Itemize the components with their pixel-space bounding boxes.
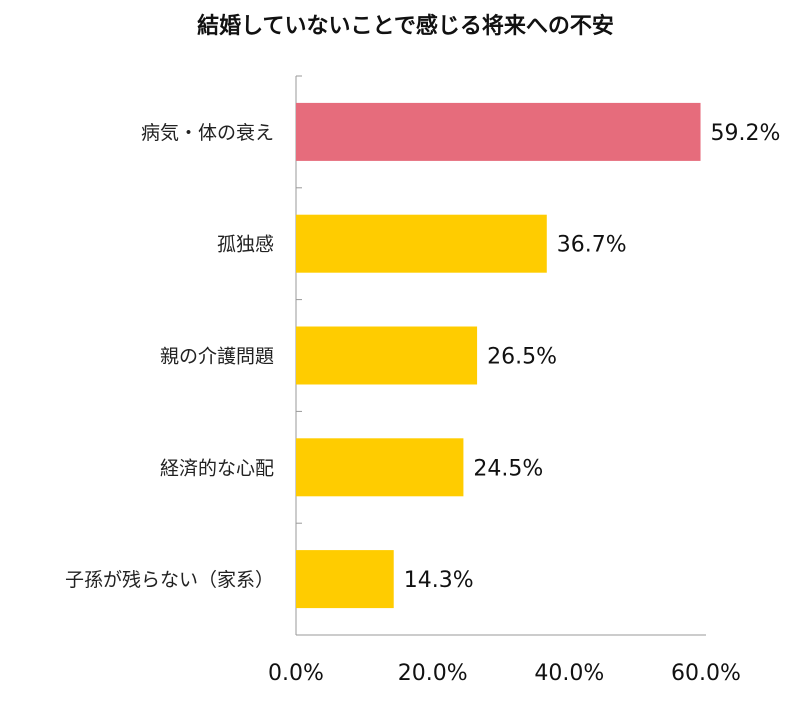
category-label: 親の介護問題 [160,346,274,368]
category-label: 孤独感 [217,234,274,256]
data-label: 59.2% [711,121,781,146]
x-tick-label: 40.0% [534,661,604,686]
data-label: 36.7% [557,233,627,258]
data-label: 14.3% [404,568,474,593]
category-label: 経済的な心配 [160,457,274,479]
data-label: 26.5% [487,345,557,370]
category-label: 病気・体の衰え [141,122,274,144]
chart-title: 結婚していないことで感じる将来への不安 [197,14,614,39]
bar [296,326,478,385]
x-tick-label: 0.0% [268,661,324,686]
bar [296,102,701,161]
x-tick-label: 60.0% [671,661,741,686]
bar [296,438,464,497]
x-tick-label: 20.0% [398,661,468,686]
bar [296,550,394,609]
data-label: 24.5% [473,456,543,481]
category-label: 子孫が残らない（家系） [65,569,274,591]
bar [296,214,547,273]
